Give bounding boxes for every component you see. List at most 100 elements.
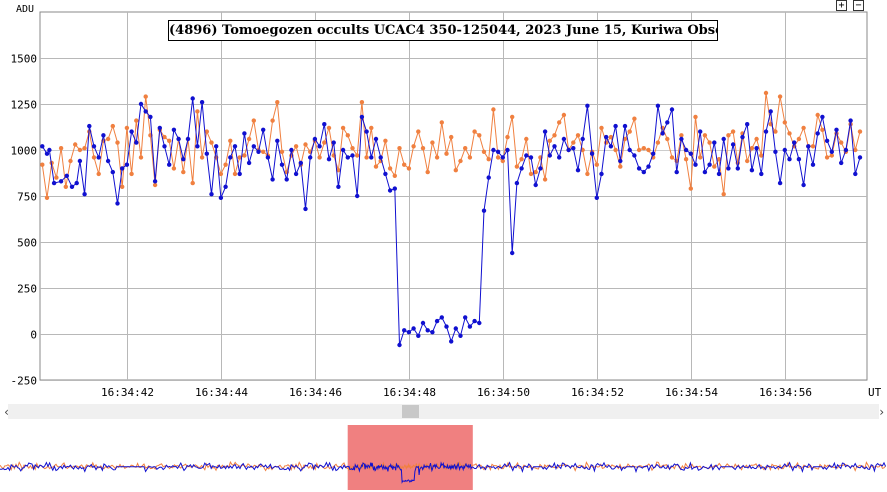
data-point [674, 169, 679, 175]
data-point [74, 180, 79, 186]
overview-series-0 [0, 461, 887, 484]
data-point [792, 140, 797, 145]
data-point [279, 149, 285, 154]
data-point [77, 147, 83, 153]
data-point [636, 147, 642, 153]
y-tick-label: 750 [17, 191, 37, 204]
data-point [627, 147, 632, 153]
data-point [768, 109, 773, 114]
data-point [387, 166, 393, 171]
data-point [712, 140, 717, 145]
x-tick-label: 16:34:48 [383, 386, 436, 399]
data-point [157, 125, 162, 131]
data-point [481, 208, 487, 213]
data-point [110, 169, 116, 175]
data-point [47, 147, 52, 153]
data-point [129, 129, 134, 134]
x-tick-label: 16:34:46 [289, 386, 342, 399]
overview-window[interactable] [347, 425, 473, 490]
data-point [64, 173, 70, 178]
data-point [218, 195, 224, 200]
data-point [524, 153, 529, 158]
data-point [683, 157, 689, 162]
data-point [594, 162, 599, 167]
data-point [425, 169, 430, 175]
data-point [449, 134, 454, 140]
data-point [820, 127, 825, 132]
data-point [730, 129, 736, 134]
data-point [134, 118, 139, 123]
data-point [646, 164, 651, 169]
data-point [326, 125, 332, 131]
data-point [54, 175, 59, 180]
data-point [679, 136, 684, 142]
data-point [557, 120, 562, 125]
data-point [279, 162, 285, 167]
data-point [853, 147, 858, 153]
data-point [378, 155, 383, 160]
data-point [228, 138, 233, 143]
data-point [237, 155, 242, 160]
data-point [796, 136, 802, 142]
data-point [392, 186, 397, 191]
zoom-out-button[interactable]: − [853, 0, 864, 11]
data-point [604, 134, 609, 140]
data-point [298, 160, 303, 166]
scroll-right-arrow[interactable]: › [878, 405, 885, 419]
data-point [411, 144, 416, 149]
data-point [514, 180, 520, 186]
data-point [533, 182, 538, 188]
data-point [702, 169, 708, 175]
data-point [115, 201, 120, 206]
data-point [275, 100, 280, 105]
data-point [810, 162, 816, 167]
data-point [439, 315, 444, 320]
data-point [322, 122, 327, 127]
data-point [759, 171, 764, 177]
data-point [552, 144, 557, 149]
data-point [651, 151, 656, 156]
y-tick-label: 1000 [11, 145, 38, 158]
scrollbar-thumb[interactable] [402, 405, 419, 418]
data-point [585, 103, 590, 109]
x-tick-label: 16:34:54 [665, 386, 718, 399]
x-tick-label: 16:34:50 [477, 386, 530, 399]
data-point [834, 127, 839, 132]
data-point [773, 129, 778, 134]
data-point [839, 140, 844, 145]
data-point [754, 136, 759, 142]
data-point [688, 151, 693, 156]
data-point [458, 333, 463, 338]
chart-title: (4896) Tomoegozen occults UCAC4 350-1250… [168, 20, 718, 41]
data-point [669, 107, 675, 112]
data-point [312, 136, 318, 142]
data-point [256, 149, 261, 154]
data-point [434, 155, 440, 160]
scroll-left-arrow[interactable]: ‹ [3, 405, 10, 419]
data-point [120, 184, 125, 189]
data-point [608, 134, 614, 140]
x-axis-label: UT [868, 386, 882, 399]
data-point [749, 146, 755, 151]
data-point [857, 129, 863, 134]
data-point [195, 144, 200, 149]
data-point [542, 177, 548, 182]
data-point [453, 326, 458, 331]
data-point [402, 162, 407, 167]
zoom-in-button[interactable]: + [836, 0, 847, 11]
data-point [209, 140, 214, 145]
data-point [167, 138, 172, 143]
data-point [359, 100, 365, 105]
data-point [627, 129, 632, 134]
data-point [355, 153, 360, 158]
data-point [345, 155, 350, 160]
data-point [763, 90, 769, 96]
data-point [373, 136, 379, 142]
data-point [777, 94, 783, 99]
data-point [355, 193, 360, 199]
data-point [528, 155, 534, 160]
data-point [754, 146, 759, 151]
data-point [730, 142, 736, 147]
data-point [181, 169, 186, 175]
grid-layer [39, 11, 868, 381]
